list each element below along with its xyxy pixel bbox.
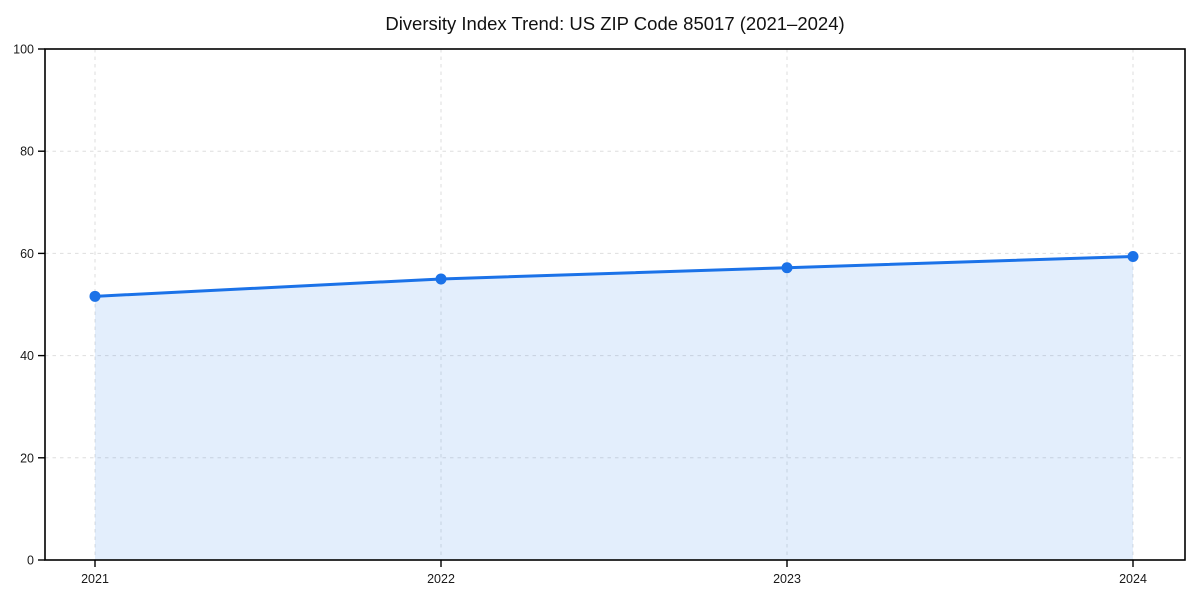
x-axis-tick-label: 2023 [773, 572, 801, 586]
data-point-marker [1127, 250, 1139, 262]
y-axis-tick-label: 20 [20, 451, 34, 465]
y-axis-tick-label: 0 [27, 554, 34, 568]
y-axis-tick-label: 80 [20, 145, 34, 159]
x-axis-tick-label: 2024 [1119, 572, 1147, 586]
y-axis-tick-label: 40 [20, 349, 34, 363]
plot-border [44, 48, 1186, 561]
data-point-marker [89, 290, 101, 302]
area-fill [95, 256, 1133, 560]
data-point-marker [781, 262, 793, 274]
chart-title: Diversity Index Trend: US ZIP Code 85017… [385, 13, 844, 34]
trend-line [93, 254, 1135, 298]
data-point-marker [435, 273, 447, 285]
y-axis-tick-label: 60 [20, 247, 34, 261]
y-axis-tick-label: 100 [13, 43, 34, 57]
x-axis-tick-label: 2022 [427, 572, 455, 586]
plot-area: 0 20 40 60 80 100 2021 2022 2023 2024 [13, 43, 1186, 586]
x-axis-tick-label: 2021 [81, 572, 109, 586]
